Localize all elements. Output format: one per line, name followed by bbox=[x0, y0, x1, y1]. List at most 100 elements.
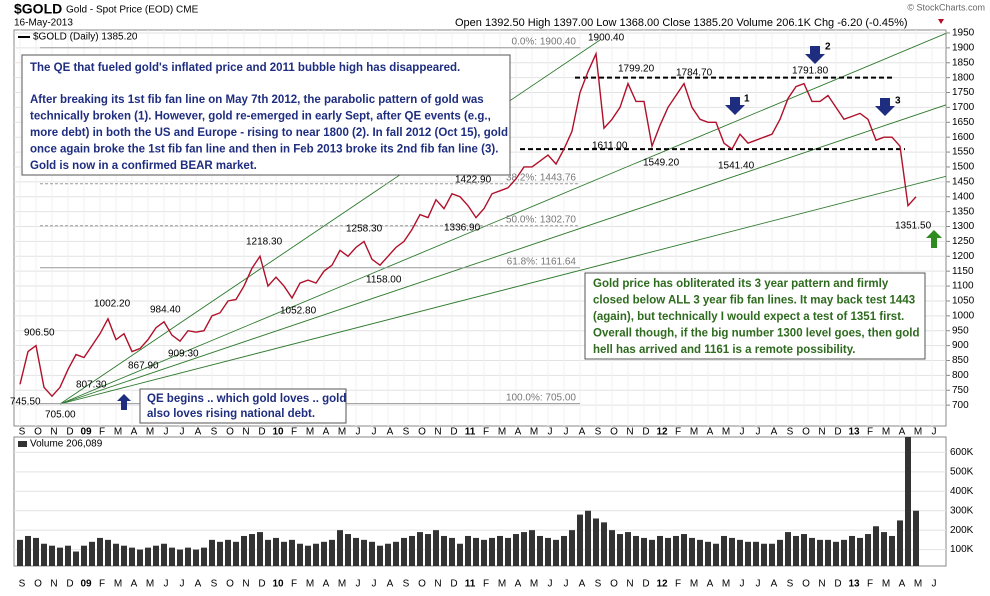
x-tick-label: S bbox=[787, 427, 794, 438]
x-tick-label: J bbox=[740, 579, 745, 590]
volume-bar bbox=[657, 535, 663, 566]
x-tick-label: O bbox=[610, 427, 618, 438]
note-right-box bbox=[584, 272, 926, 360]
volume-bar bbox=[321, 541, 327, 566]
volume-bar bbox=[281, 541, 287, 566]
volume-bar bbox=[81, 545, 87, 566]
volume-bar bbox=[369, 541, 375, 566]
volume-bar bbox=[289, 539, 295, 566]
x-tick-label: O bbox=[802, 427, 810, 438]
y-tick-label: 1150 bbox=[952, 266, 974, 277]
x-tick-label: A bbox=[323, 427, 330, 438]
x-tick-label: M bbox=[882, 579, 890, 590]
note-line: technically broken (1). However, gold re… bbox=[30, 111, 491, 123]
x-tick-label: S bbox=[403, 579, 410, 590]
note-line: once again broke the 1st fib fan line an… bbox=[30, 144, 498, 156]
volume-bar bbox=[625, 532, 631, 566]
point-label: 1258.30 bbox=[346, 224, 383, 235]
volume-bar bbox=[617, 534, 623, 566]
volume-bar bbox=[633, 535, 639, 566]
note-line: Gold price has obliterated its 3 year pa… bbox=[593, 278, 889, 290]
volume-bar bbox=[465, 535, 471, 566]
note-line: hell has arrived and 1161 is a remote po… bbox=[593, 344, 855, 356]
x-tick-label: F bbox=[867, 579, 873, 590]
point-label: 1611.00 bbox=[592, 141, 628, 152]
volume-bar bbox=[361, 539, 367, 566]
x-tick-label: M bbox=[914, 427, 922, 438]
volume-bar bbox=[73, 551, 79, 566]
quote: Open 1392.50 High 1397.00 Low 1368.00 Cl… bbox=[455, 17, 908, 29]
y-tick-label: 1600 bbox=[952, 132, 975, 143]
volume-bar bbox=[833, 541, 839, 566]
volume-bar bbox=[681, 534, 687, 566]
x-tick-label: A bbox=[771, 427, 778, 438]
volume-bar bbox=[705, 541, 711, 566]
price-line bbox=[19, 51, 917, 398]
volume-bar bbox=[353, 537, 359, 566]
fib-label: 61.8%: 1161.64 bbox=[507, 256, 577, 267]
volume-bar bbox=[113, 543, 119, 566]
volume-bar bbox=[761, 543, 767, 566]
y-tick-label: 1650 bbox=[952, 117, 975, 128]
point-label: 984.40 bbox=[150, 305, 181, 316]
note-line: closed below ALL 3 year fib fan lines. I… bbox=[593, 295, 915, 307]
volume-bar bbox=[497, 535, 503, 566]
x-tick-label: F bbox=[675, 427, 681, 438]
volume-bar bbox=[665, 537, 671, 566]
volume-bar bbox=[89, 541, 95, 566]
x-tick-label: D bbox=[258, 579, 265, 590]
point-label: 1351.50 bbox=[895, 221, 932, 232]
x-tick-label: F bbox=[291, 579, 297, 590]
volume-bar bbox=[857, 537, 863, 566]
volume-bar bbox=[345, 534, 351, 566]
y-tick-label: 400K bbox=[950, 486, 974, 497]
volume-bar bbox=[49, 545, 55, 566]
x-tick-label: J bbox=[564, 427, 569, 438]
x-tick-label: J bbox=[180, 579, 185, 590]
volume-bar bbox=[849, 535, 855, 566]
x-tick-label: J bbox=[756, 427, 761, 438]
volume-bar bbox=[233, 541, 239, 566]
volume-bar bbox=[25, 535, 31, 566]
point-label: 1218.30 bbox=[246, 237, 283, 248]
x-tick-label: S bbox=[595, 427, 602, 438]
x-tick-label: D bbox=[450, 427, 457, 438]
volume-bar bbox=[745, 541, 751, 566]
x-tick-label: M bbox=[306, 579, 314, 590]
y-tick-label: 1800 bbox=[952, 72, 975, 83]
x-tick-label: S bbox=[19, 427, 26, 438]
x-tick-label: D bbox=[450, 579, 457, 590]
x-tick-label: F bbox=[291, 427, 297, 438]
note-line: After breaking its 1st fib fan line on M… bbox=[30, 94, 484, 106]
point-label: 1799.20 bbox=[618, 64, 655, 75]
volume-bar bbox=[905, 437, 911, 566]
down-marker bbox=[938, 19, 944, 24]
x-tick-label: N bbox=[818, 427, 825, 438]
volume-bar bbox=[17, 539, 23, 566]
volume-bar bbox=[505, 537, 511, 566]
volume-bar bbox=[521, 532, 527, 566]
x-tick-label: A bbox=[899, 579, 906, 590]
volume-bar bbox=[305, 545, 311, 566]
y-tick-label: 800 bbox=[952, 370, 969, 381]
x-tick-label: N bbox=[242, 427, 249, 438]
x-tick-label: J bbox=[756, 579, 761, 590]
x-tick-label: F bbox=[99, 579, 105, 590]
note-headline: The QE that fueled gold's inflated price… bbox=[30, 62, 460, 74]
up-arrow bbox=[926, 230, 942, 248]
x-tick-label: J bbox=[740, 427, 745, 438]
x-tick-label: N bbox=[626, 427, 633, 438]
x-tick-label: N bbox=[242, 579, 249, 590]
x-tick-label: D bbox=[834, 427, 841, 438]
x-tick-label: J bbox=[164, 427, 169, 438]
point-label: 705.00 bbox=[45, 410, 76, 421]
x-tick-label: M bbox=[114, 579, 122, 590]
volume-bar bbox=[881, 532, 887, 566]
x-tick-label: M bbox=[338, 427, 346, 438]
y-tick-label: 1450 bbox=[952, 176, 975, 187]
x-tick-label: M bbox=[146, 579, 154, 590]
price-series bbox=[19, 51, 917, 398]
x-tick-label: J bbox=[356, 579, 361, 590]
point-label: 807.30 bbox=[76, 380, 107, 391]
x-tick-label: M bbox=[306, 427, 314, 438]
